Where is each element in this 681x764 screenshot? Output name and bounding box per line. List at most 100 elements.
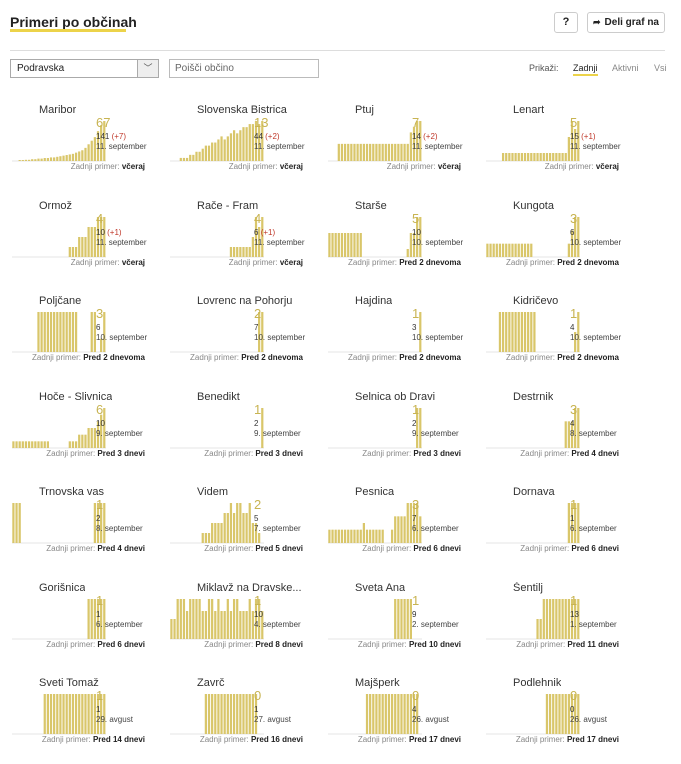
chart-bar [232, 599, 236, 639]
chart-bar [62, 694, 65, 734]
municipality-card[interactable]: Lenart 5 15 (+1) 11. september Zadnji primer… [484, 104, 634, 196]
municipality-card[interactable]: Kidričevo 1 4 10. september Zadnji primer: P… [484, 295, 634, 387]
bar-chart [170, 121, 264, 162]
municipality-card[interactable]: Benedikt 1 2 9. september Zadnji primer: Pre… [168, 391, 318, 483]
chart-bar [533, 153, 536, 161]
municipality-card[interactable]: Šentilj 1 13 1. september Zadnji primer: Pre… [484, 582, 634, 674]
municipality-name: Podlehnik [513, 677, 562, 689]
show-option-zadnji[interactable]: Zadnji [573, 63, 598, 76]
municipality-card[interactable]: Starše 5 10 10. september Zadnji primer: Pre… [326, 200, 476, 292]
chart-bar [567, 694, 570, 734]
municipality-card[interactable]: Destrnik 3 4 8. september Zadnji primer: Pre… [484, 391, 634, 483]
cases-value: 15 [570, 132, 579, 141]
chart-bar [381, 143, 384, 161]
chart-bar [381, 694, 384, 734]
chart-bar [62, 155, 65, 161]
chart-bar [505, 153, 508, 161]
chart-bar [530, 312, 533, 352]
total-cases: 3 [570, 402, 578, 417]
chart-bar [505, 312, 508, 352]
municipality-card[interactable]: Trnovska vas 1 2 8. september Zadnji primer:… [10, 486, 160, 578]
share-button[interactable]: ➦ Deli graf na [587, 12, 665, 33]
municipality-card[interactable]: Videm 2 5 7. september Zadnji primer: Pred 5… [168, 486, 318, 578]
chart-bar [207, 694, 211, 734]
municipality-chart [170, 217, 264, 258]
municipality-card[interactable]: Zavrč 0 1 27. avgust Zadnji primer: Pred 16 … [168, 677, 318, 764]
municipality-search-input[interactable]: Poišči občino [169, 59, 319, 78]
region-select[interactable]: Podravska ﹀ [10, 59, 159, 78]
municipality-card[interactable]: Kungota 3 6 10. september Zadnji primer: Pre… [484, 200, 634, 292]
municipality-card[interactable]: Podlehnik 0 0 26. avgust Zadnji primer: Pred… [484, 677, 634, 764]
municipality-card[interactable]: Ormož 4 10 (+1) 11. september Zadnji primer:… [10, 200, 160, 292]
chart-bar [416, 408, 419, 448]
chart-bar [570, 503, 574, 543]
chart-bar [93, 312, 96, 352]
chart-bar [223, 694, 226, 734]
chart-bar [71, 441, 75, 448]
chart-bar [539, 619, 542, 639]
municipality-card[interactable]: Sveti Tomaž 1 1 29. avgust Zadnji primer: Pr… [10, 677, 160, 764]
chart-bar [552, 599, 555, 639]
bar-chart [12, 694, 106, 735]
chart-bar [564, 694, 567, 734]
chart-bar [505, 243, 508, 257]
chart-bar [254, 694, 258, 734]
chevron-down-icon[interactable]: ﹀ [137, 60, 158, 77]
chart-bar [53, 157, 56, 161]
cases-count: 1 [570, 514, 574, 523]
chart-bar [96, 217, 100, 257]
chart-bar [43, 694, 46, 734]
chart-bar [239, 503, 242, 543]
chart-bar [248, 694, 251, 734]
municipality-card[interactable]: Miklavž na Dravske... 1 10 4. september Zadn… [168, 582, 318, 674]
show-option-aktivni[interactable]: Aktivni [612, 63, 639, 73]
chart-bar [81, 237, 84, 257]
chart-bar [343, 233, 347, 257]
municipality-card[interactable]: Pesnica 3 7 6. september Zadnji primer: Pred… [326, 486, 476, 578]
chart-bar [409, 503, 412, 543]
total-cases: 13 [254, 115, 269, 130]
last-case-label: Zadnji primer: [348, 353, 397, 362]
municipality-card[interactable]: Hajdina 1 3 10. september Zadnji primer: Pre… [326, 295, 476, 387]
municipality-card[interactable]: Sveta Ana 1 9 2. september Zadnji primer: Pr… [326, 582, 476, 674]
chart-bar [15, 441, 18, 448]
municipality-card[interactable]: Lovrenc na Pohorju 2 7 10. september Zadnji … [168, 295, 318, 387]
municipality-chart [486, 408, 580, 449]
municipality-card[interactable]: Ptuj 7 14 (+2) 11. september Zadnji primer: … [326, 104, 476, 196]
municipality-chart [170, 599, 264, 640]
last-case: Zadnji primer: Pred 10 dnevi [358, 640, 461, 649]
cases-count: 2 [412, 419, 416, 428]
help-button[interactable]: ? [554, 12, 578, 33]
chart-bar [40, 441, 43, 448]
municipality-card[interactable]: Rače - Fram 4 6 (+1) 11. september Zadnji pr… [168, 200, 318, 292]
chart-bar [254, 523, 258, 543]
last-case-label: Zadnji primer: [386, 162, 436, 171]
municipality-chart [328, 408, 422, 449]
last-case: Zadnji primer: Pred 3 dnevi [362, 449, 461, 458]
chart-bar [520, 243, 523, 257]
municipality-card[interactable]: Gorišnica 1 1 6. september Zadnji primer: Pr… [10, 582, 160, 674]
municipality-card[interactable]: Slovenska Bistrica 13 44 (+2) 11. september… [168, 104, 318, 196]
last-case: Zadnji primer: včeraj [545, 162, 619, 171]
chart-bar [93, 227, 96, 257]
chart-bar [514, 243, 517, 257]
chart-bar [552, 694, 555, 734]
municipality-card[interactable]: Poljčane 3 6 10. september Zadnji primer: Pr… [10, 295, 160, 387]
chart-bar [409, 132, 412, 161]
show-label: Prikaži: [529, 63, 559, 73]
municipality-card[interactable]: Selnica ob Dravi 1 2 9. september Zadnji pri… [326, 391, 476, 483]
municipality-card[interactable]: Dornava 1 1 6. september Zadnji primer: Pred… [484, 486, 634, 578]
chart-bar [353, 233, 356, 257]
chart-bar [31, 441, 34, 448]
last-case-value: Pred 14 dnevi [92, 735, 145, 744]
chart-bar [198, 599, 201, 639]
show-option-vsi[interactable]: Vsi [654, 63, 667, 73]
municipality-card[interactable]: Maribor 67 141 (+7) 11. september Zadnji pri… [10, 104, 160, 196]
chart-bar [378, 694, 381, 734]
municipality-card[interactable]: Hoče - Slivnica 6 10 9. september Zadnji pri… [10, 391, 160, 483]
chart-bar [90, 140, 93, 161]
municipality-card[interactable]: Majšperk 0 4 26. avgust Zadnji primer: Pred … [326, 677, 476, 764]
chart-bar [220, 523, 223, 543]
total-cases: 5 [570, 115, 578, 130]
chart-bar [43, 158, 46, 161]
